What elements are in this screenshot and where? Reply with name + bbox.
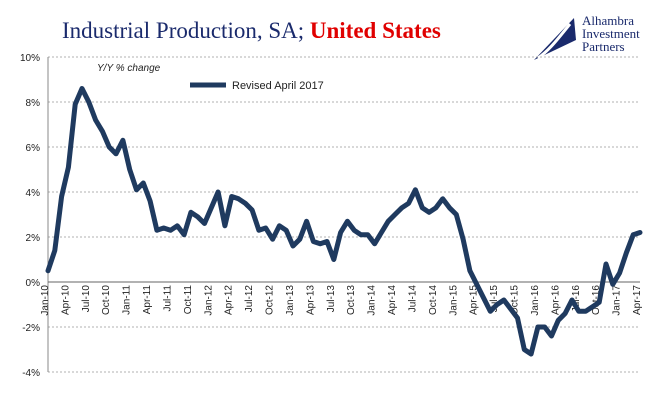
x-tick-label: Jan-12 bbox=[203, 285, 214, 316]
y-tick-label: -4% bbox=[22, 368, 40, 379]
brand-line-3: Partners bbox=[582, 39, 625, 54]
y-tick-label: -2% bbox=[22, 323, 40, 334]
x-tick-label: Apr-12 bbox=[224, 285, 235, 315]
y-tick-label: 0% bbox=[26, 278, 41, 289]
x-tick-label: Jul-10 bbox=[81, 285, 92, 313]
x-tick-label: Jan-11 bbox=[122, 285, 133, 315]
x-tick-label: Apr-13 bbox=[305, 285, 316, 315]
x-tick-label: Jul-13 bbox=[326, 285, 337, 313]
y-tick-label: 6% bbox=[26, 143, 41, 154]
legend-label: Revised April 2017 bbox=[232, 80, 324, 92]
series-line bbox=[45, 86, 643, 357]
x-tick-label: Oct-13 bbox=[346, 285, 357, 315]
x-tick-label: Jul-11 bbox=[162, 285, 173, 312]
brand-name: Alhambra Investment Partners bbox=[582, 14, 640, 53]
x-tick-label: Jan-14 bbox=[367, 285, 378, 316]
x-tick-label: Oct-16 bbox=[591, 285, 602, 315]
y-tick-label: 10% bbox=[20, 53, 40, 64]
chart-title-country: United States bbox=[309, 18, 441, 43]
x-tick-label: Apr-17 bbox=[632, 285, 643, 315]
chart-title: Industrial Production, SA; United States bbox=[62, 18, 441, 44]
x-tick-label: Jan-13 bbox=[285, 285, 296, 316]
x-tick-label: Jul-14 bbox=[407, 285, 418, 313]
x-tick-label: Apr-11 bbox=[142, 285, 153, 315]
brand-swoosh-icon bbox=[534, 18, 576, 60]
x-tick-label: Jan-10 bbox=[40, 285, 51, 316]
chart-title-main: Industrial Production, SA; bbox=[62, 18, 310, 43]
brand-line-2: Investment bbox=[582, 26, 640, 41]
x-tick-label: Jul-12 bbox=[244, 285, 255, 313]
y-tick-label: 4% bbox=[26, 188, 41, 199]
y-axis-label: Y/Y % change bbox=[97, 63, 161, 74]
x-tick-label: Oct-11 bbox=[183, 285, 194, 315]
x-tick-label: Jul-16 bbox=[571, 285, 582, 313]
x-tick-label: Oct-15 bbox=[510, 285, 521, 315]
x-tick-label: Oct-10 bbox=[101, 285, 112, 315]
brand-logo: Alhambra Investment Partners bbox=[530, 14, 655, 62]
x-tick-label: Jan-16 bbox=[530, 285, 541, 316]
x-tick-label: Jan-17 bbox=[612, 285, 623, 316]
x-tick-label: Jul-15 bbox=[489, 285, 500, 313]
x-tick-label: Jan-15 bbox=[448, 285, 459, 316]
x-tick-label: Apr-16 bbox=[550, 285, 561, 315]
brand-line-1: Alhambra bbox=[582, 13, 634, 28]
x-tick-label: Oct-14 bbox=[428, 285, 439, 315]
y-tick-label: 8% bbox=[26, 98, 41, 109]
x-tick-label: Oct-12 bbox=[265, 285, 276, 315]
x-tick-label: Apr-14 bbox=[387, 285, 398, 315]
x-tick-label: Apr-10 bbox=[60, 285, 71, 315]
y-tick-label: 2% bbox=[26, 233, 41, 244]
x-tick-label: Apr-15 bbox=[469, 285, 480, 315]
